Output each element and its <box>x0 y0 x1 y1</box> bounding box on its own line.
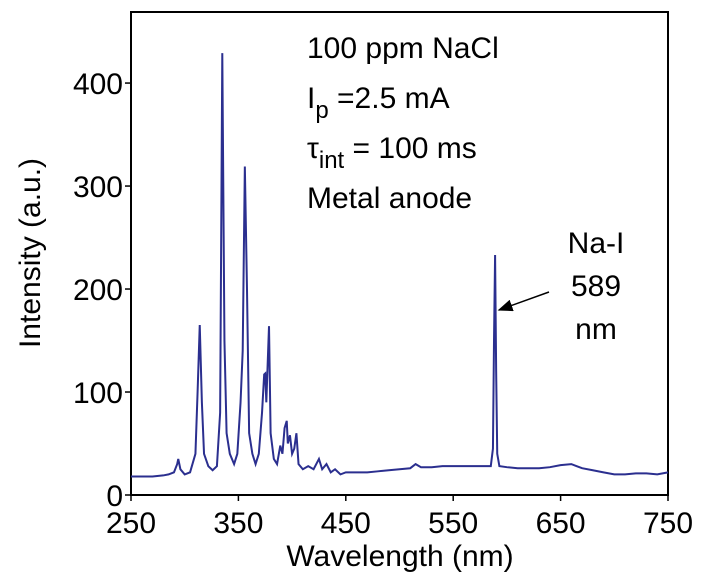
peak-label: nm <box>575 313 617 346</box>
x-axis-label: Wavelength (nm) <box>286 540 513 573</box>
annotation-part: Metal anode <box>307 182 472 215</box>
x-tick-label: 450 <box>321 507 371 540</box>
annotation: 100 ppm NaCl <box>307 32 499 65</box>
x-tick-label: 750 <box>643 507 693 540</box>
annotation-part: =2.5 mA <box>329 82 450 115</box>
annotation-part: 100 ppm NaCl <box>307 32 499 65</box>
x-tick-label: 550 <box>428 507 478 540</box>
y-tick-label: 300 <box>73 171 123 204</box>
annotation-part: p <box>315 97 328 124</box>
y-tick-label: 0 <box>106 480 123 513</box>
y-tick-label: 200 <box>73 274 123 307</box>
x-tick-label: 250 <box>106 507 156 540</box>
annotation-part: τ <box>307 132 319 165</box>
arrow <box>497 291 550 312</box>
annotation: Ip =2.5 mA <box>307 82 450 124</box>
y-tick-label: 100 <box>73 377 123 410</box>
annotation-part: = 100 ms <box>344 132 477 165</box>
x-tick-label: 650 <box>536 507 586 540</box>
spectrum-line <box>131 53 669 478</box>
annotation: τint = 100 ms <box>307 132 477 174</box>
peak-label: 589 <box>571 270 621 303</box>
y-axis-label: Intensity (a.u.) <box>14 158 47 348</box>
annotation: Metal anode <box>307 182 472 215</box>
y-tick-label: 400 <box>73 68 123 101</box>
annotation-part: I <box>307 82 315 115</box>
annotation-part: int <box>319 147 345 174</box>
peak-label: Na-I <box>568 227 625 260</box>
x-tick-label: 350 <box>213 507 263 540</box>
plot-frame <box>130 11 669 496</box>
